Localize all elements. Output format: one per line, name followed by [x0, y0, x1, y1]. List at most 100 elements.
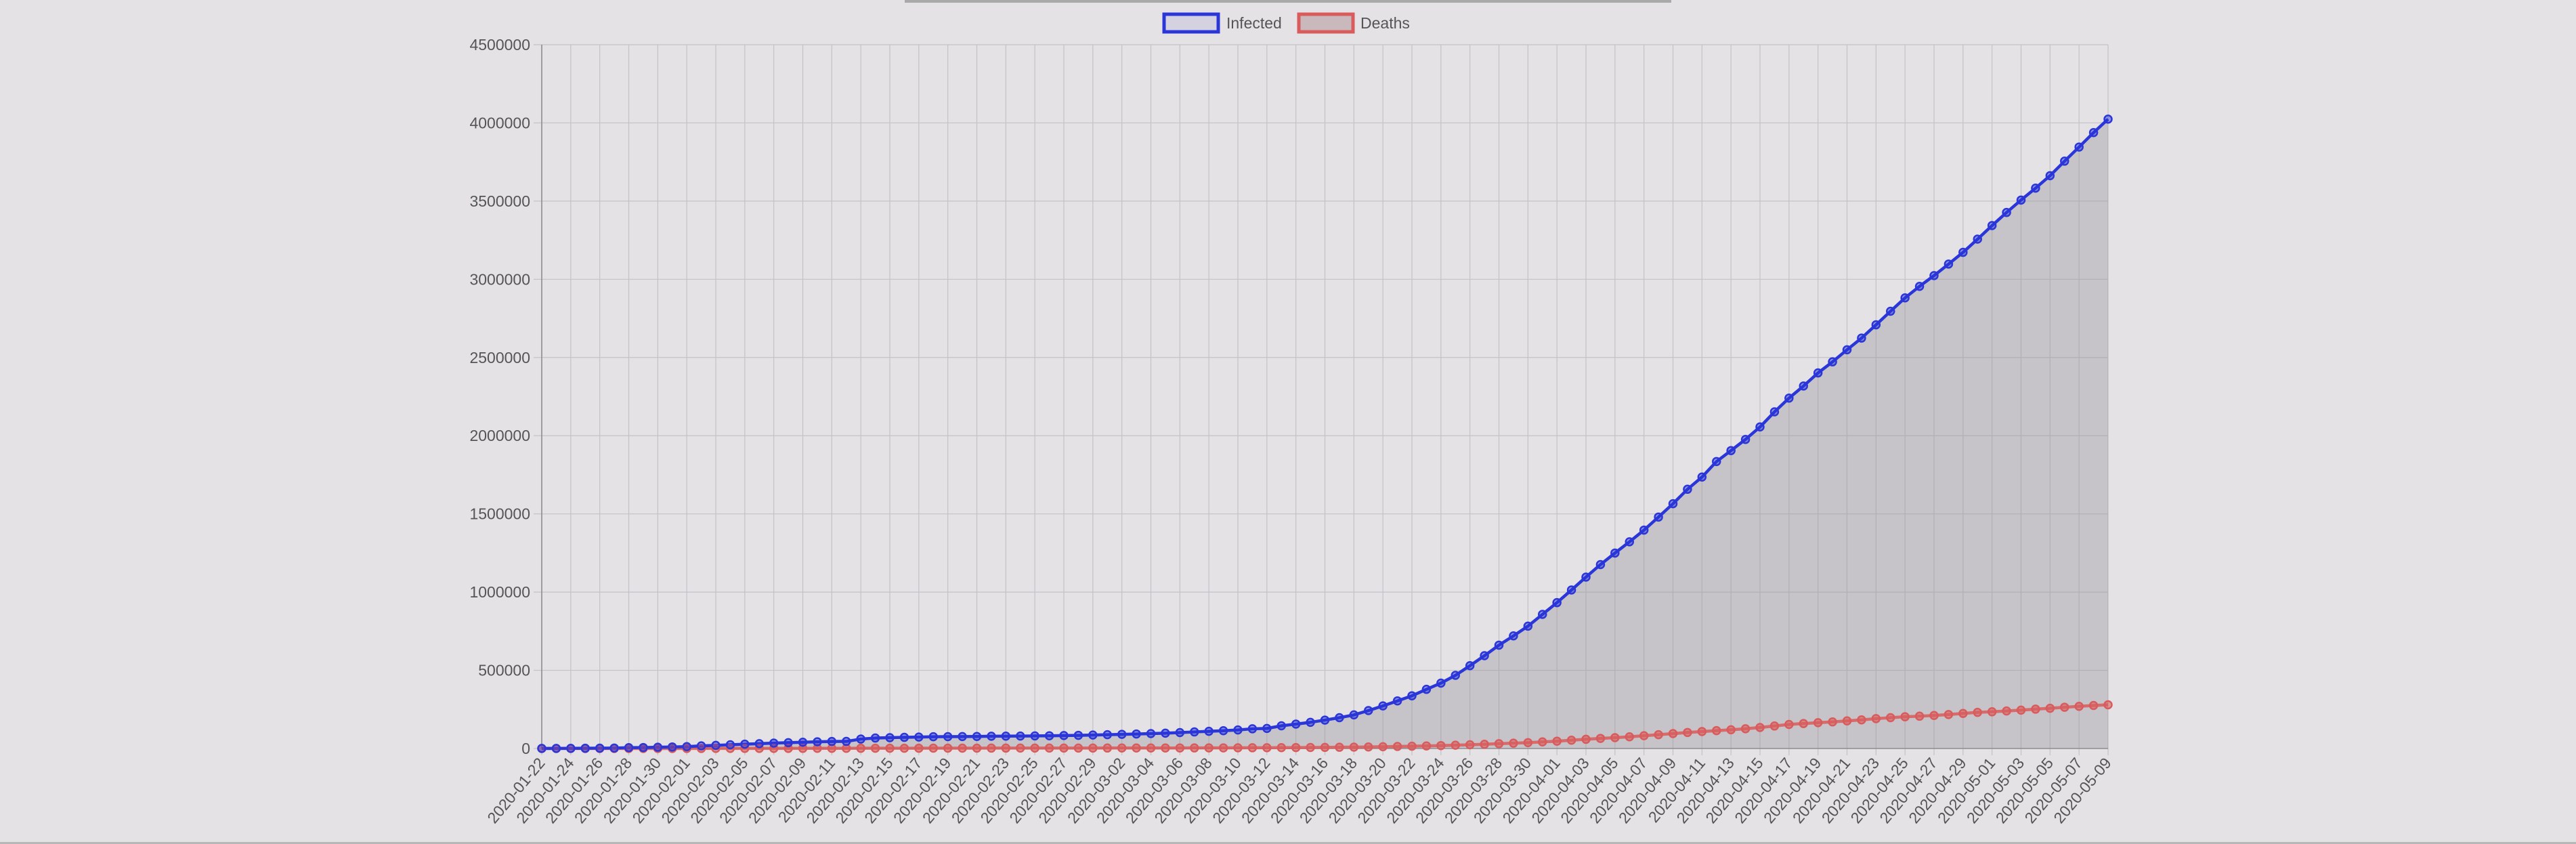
- data-point-infected: [2103, 114, 2113, 124]
- data-point-infected: [668, 742, 677, 752]
- data-point-deaths: [1190, 743, 1199, 753]
- y-tick-label: 1000000: [469, 583, 530, 601]
- data-point-deaths: [914, 743, 924, 753]
- data-point-deaths: [1044, 743, 1054, 753]
- data-point-infected: [1001, 732, 1011, 741]
- data-point-infected: [827, 736, 837, 746]
- data-point-deaths: [1494, 739, 1504, 748]
- data-point-deaths: [1929, 711, 1939, 720]
- data-point-infected: [580, 743, 590, 753]
- data-point-infected: [783, 738, 793, 748]
- data-point-deaths: [1102, 743, 1112, 753]
- y-tick-label: 1500000: [469, 505, 530, 523]
- data-point-infected: [1059, 731, 1069, 740]
- data-point-infected: [1828, 357, 1837, 366]
- data-point-deaths: [1480, 739, 1489, 749]
- data-point-deaths: [1987, 707, 1997, 717]
- data-point-infected: [754, 739, 764, 748]
- series-line-infected: [541, 118, 2109, 751]
- data-point-deaths: [1740, 724, 1751, 734]
- data-point-infected: [1117, 730, 1127, 739]
- data-point-deaths: [1769, 721, 1780, 731]
- data-point-infected: [1973, 234, 1982, 244]
- legend-item-deaths[interactable]: Deaths: [1297, 12, 1410, 34]
- data-point-infected: [1146, 729, 1156, 738]
- data-point-deaths: [1001, 743, 1011, 753]
- data-point-infected: [1291, 719, 1301, 729]
- data-point-deaths: [1291, 742, 1301, 753]
- data-point-deaths: [1726, 725, 1736, 735]
- data-point-infected: [1436, 678, 1446, 688]
- data-point-infected: [1871, 320, 1881, 330]
- data-point-deaths: [1378, 742, 1388, 752]
- data-point-infected: [1276, 721, 1286, 731]
- legend-label-infected: Infected: [1226, 14, 1282, 32]
- data-point-deaths: [1320, 742, 1330, 753]
- data-point-deaths: [1421, 741, 1432, 751]
- data-point-infected: [1987, 221, 1997, 230]
- data-point-deaths: [1407, 741, 1417, 751]
- data-point-infected: [2060, 156, 2069, 166]
- data-point-infected: [2045, 171, 2055, 181]
- data-point-infected: [682, 742, 691, 751]
- data-point-infected: [1900, 293, 1910, 303]
- data-point-deaths: [1132, 743, 1141, 753]
- data-point-infected: [1857, 333, 1866, 343]
- data-point-deaths: [1335, 742, 1344, 752]
- data-point-infected: [624, 742, 634, 753]
- data-point-deaths: [2074, 702, 2084, 711]
- data-point-infected: [1712, 457, 1721, 467]
- data-point-infected: [1552, 597, 1562, 608]
- data-point-infected: [1132, 729, 1141, 739]
- data-point-infected: [1335, 713, 1344, 723]
- data-point-infected: [1262, 723, 1272, 734]
- data-point-infected: [595, 743, 605, 753]
- data-point-deaths: [1973, 707, 1982, 717]
- data-point-infected: [943, 732, 953, 742]
- data-point-infected: [1016, 731, 1025, 741]
- data-point-deaths: [1712, 725, 1721, 736]
- data-point-deaths: [972, 743, 982, 753]
- data-point-infected: [870, 733, 880, 743]
- data-point-deaths: [885, 743, 895, 753]
- y-tick-label: 4500000: [469, 36, 530, 54]
- data-point-infected: [1799, 381, 1808, 391]
- data-point-infected: [1755, 422, 1765, 432]
- data-point-infected: [1102, 730, 1112, 740]
- data-point-infected: [1639, 525, 1649, 535]
- data-point-infected: [2002, 207, 2011, 217]
- data-point-deaths: [1538, 737, 1547, 747]
- data-point-deaths: [1914, 711, 1925, 721]
- data-point-infected: [1175, 727, 1185, 738]
- data-point-deaths: [1161, 743, 1170, 753]
- data-point-deaths: [1944, 710, 1954, 719]
- data-point-deaths: [1059, 743, 1069, 753]
- legend: Infected Deaths: [1162, 12, 1410, 34]
- data-point-deaths: [1030, 743, 1039, 753]
- data-point-infected: [551, 744, 561, 753]
- data-point-infected: [1610, 548, 1620, 558]
- data-point-deaths: [1755, 723, 1765, 732]
- data-point-infected: [566, 744, 576, 753]
- data-point-deaths: [1654, 730, 1663, 740]
- data-point-deaths: [1552, 736, 1562, 746]
- data-point-infected: [537, 744, 546, 753]
- legend-item-infected[interactable]: Infected: [1162, 12, 1282, 34]
- data-point-infected: [1697, 472, 1707, 482]
- data-point-deaths: [1871, 714, 1881, 723]
- data-point-deaths: [1566, 736, 1576, 745]
- y-tick-label: 3500000: [469, 192, 530, 210]
- data-point-deaths: [1886, 713, 1895, 723]
- data-point-deaths: [1247, 743, 1258, 753]
- data-point-deaths: [1465, 740, 1475, 750]
- data-point-infected: [1204, 726, 1214, 736]
- data-point-infected: [1726, 446, 1736, 455]
- data-point-infected: [1914, 281, 1925, 291]
- data-point-deaths: [2031, 704, 2040, 714]
- data-point-deaths: [1639, 731, 1649, 740]
- data-point-infected: [1581, 572, 1591, 582]
- data-point-deaths: [1625, 732, 1634, 742]
- data-point-infected: [2074, 142, 2084, 152]
- data-point-infected: [2031, 183, 2040, 193]
